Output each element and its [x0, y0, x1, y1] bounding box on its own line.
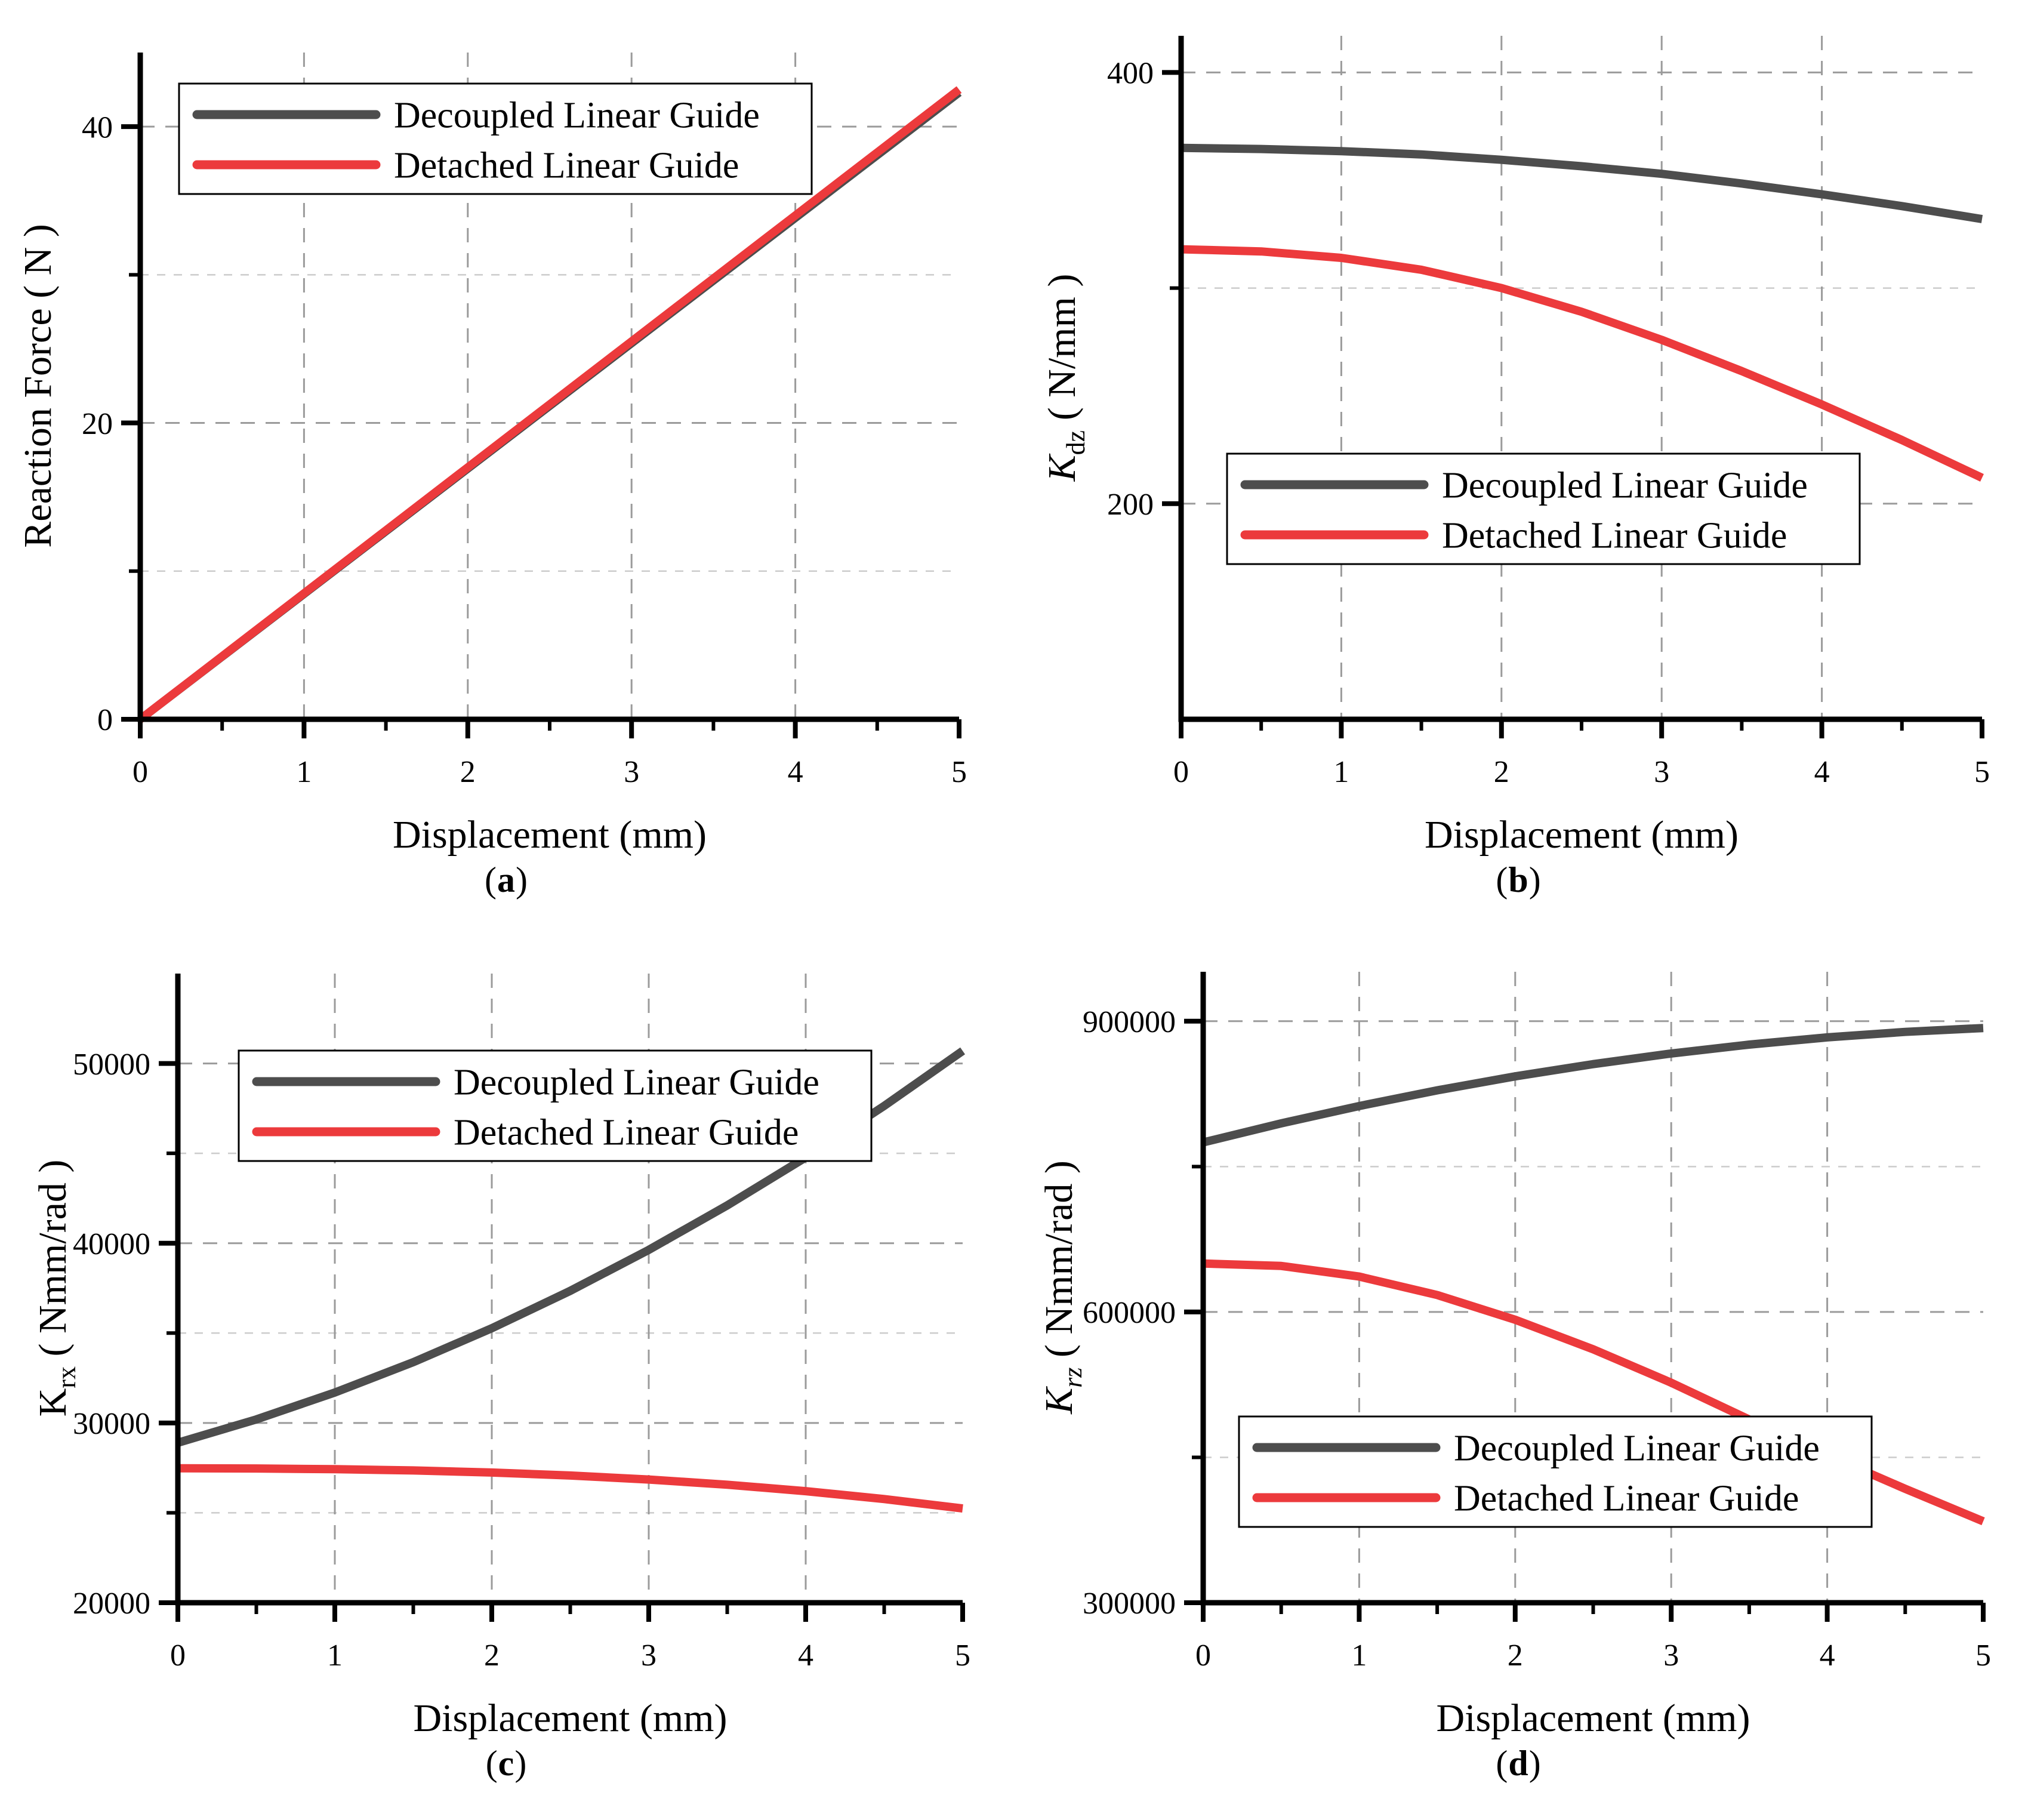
x-tick-label: 1 — [1333, 755, 1349, 789]
x-tick-label: 3 — [624, 755, 639, 789]
panel-d-chart: 0 1 2 3 4 5 300000 600000 900000 Displacement (mm… — [1037, 972, 1991, 1740]
y-tick-label: 30000 — [73, 1407, 150, 1441]
panel-a: 0 1 2 3 4 5 0 20 40 Displacement (mm) Reaction For… — [0, 0, 1013, 910]
x-tick-label: 2 — [1494, 755, 1509, 789]
legend-label: Decoupled Linear Guide — [454, 1063, 819, 1103]
panel-b: 0 1 2 3 4 5 200 400 Displacement (mm) Kdz ( N/mm … — [1012, 0, 2025, 910]
x-tick-label: 3 — [1654, 755, 1669, 789]
x-tick-label: 5 — [951, 755, 967, 789]
x-tick-label: 0 — [1195, 1639, 1211, 1673]
y-tick-label: 0 — [97, 703, 113, 737]
caption-c-letter: c — [498, 1744, 515, 1783]
caption-d-letter: d — [1508, 1744, 1529, 1783]
y-axis-title: Reaction Force ( N ) — [16, 224, 60, 547]
x-tick-label: 2 — [1508, 1639, 1523, 1673]
panel-a-chart: 0 1 2 3 4 5 0 20 40 Displacement (mm) Reaction For… — [16, 53, 967, 857]
x-tick-label: 4 — [798, 1639, 813, 1673]
x-axis-title: Displacement (mm) — [413, 1696, 727, 1740]
x-tick-label: 1 — [1351, 1639, 1367, 1673]
legend-label: Detached Linear Guide — [1454, 1479, 1799, 1519]
x-tick-label: 5 — [955, 1639, 970, 1673]
y-tick-label: 40 — [82, 110, 113, 144]
legend-label: Detached Linear Guide — [454, 1113, 799, 1153]
caption-b-letter: b — [1508, 860, 1529, 900]
caption-c: (c) — [0, 1743, 1013, 1784]
caption-c-open: ( — [485, 1744, 498, 1783]
caption-a-open: ( — [485, 860, 497, 900]
x-tick-label: 0 — [1173, 755, 1189, 789]
legend-label: Detached Linear Guide — [1442, 516, 1787, 556]
x-tick-label: 0 — [170, 1639, 186, 1673]
caption-a-letter: a — [497, 860, 516, 900]
caption-d-open: ( — [1496, 1744, 1509, 1783]
x-tick-label: 3 — [641, 1639, 656, 1673]
legend-box — [1238, 1415, 1873, 1528]
y-tick-label: 40000 — [73, 1227, 150, 1261]
x-axis-title: Displacement (mm) — [1436, 1696, 1750, 1740]
legend-label: Decoupled Linear Guide — [1454, 1428, 1820, 1469]
series-detached — [137, 86, 962, 723]
panel-c: 0 1 2 3 4 5 20000 30000 40000 50000 Displacement (… — [0, 910, 1013, 1820]
panel-d: 0 1 2 3 4 5 300000 600000 900000 Displacement (mm… — [1012, 910, 2025, 1820]
x-axis-title: Displacement (mm) — [1425, 813, 1739, 857]
legend-box — [178, 82, 813, 195]
y-tick-label: 600000 — [1083, 1296, 1176, 1330]
y-tick-label: 300000 — [1083, 1587, 1176, 1621]
y-tick-label: 400 — [1107, 57, 1154, 91]
series-detached — [1181, 245, 1984, 482]
caption-a: (a) — [0, 860, 1013, 901]
y-tick-label: 20 — [82, 407, 113, 441]
legend-label: Detached Linear Guide — [394, 146, 739, 186]
series-decoupled — [1181, 143, 1983, 223]
y-axis-title: Kdz ( N/mm ) — [1040, 274, 1090, 482]
x-tick-label: 2 — [484, 1639, 500, 1673]
panel-b-chart: 0 1 2 3 4 5 200 400 Displacement (mm) Kdz ( N/mm … — [1040, 36, 1990, 857]
x-tick-label: 5 — [1975, 1639, 1991, 1673]
x-tick-label: 4 — [1814, 755, 1830, 789]
x-tick-label: 0 — [132, 755, 148, 789]
series-decoupled — [1202, 1024, 1984, 1147]
caption-b-close: ) — [1528, 860, 1542, 900]
y-tick-label: 20000 — [73, 1587, 150, 1621]
caption-b: (b) — [1012, 860, 2025, 901]
legend-label: Decoupled Linear Guide — [394, 96, 760, 136]
caption-d-close: ) — [1528, 1744, 1542, 1783]
caption-a-close: ) — [516, 860, 528, 900]
x-tick-label: 1 — [327, 1639, 343, 1673]
y-axis-title: Krx ( Nmm/rad ) — [31, 1160, 81, 1417]
caption-c-close: ) — [514, 1744, 528, 1783]
legend-box — [238, 1049, 873, 1162]
x-axis-title: Displacement (mm) — [393, 813, 707, 857]
y-tick-label: 50000 — [73, 1048, 150, 1082]
x-tick-label: 4 — [1820, 1639, 1835, 1673]
panel-c-chart: 0 1 2 3 4 5 20000 30000 40000 50000 Displacement (… — [31, 974, 970, 1740]
caption-b-open: ( — [1496, 860, 1509, 900]
x-tick-label: 4 — [788, 755, 803, 789]
x-tick-label: 2 — [460, 755, 476, 789]
x-tick-label: 1 — [296, 755, 312, 789]
legend-box — [1226, 452, 1861, 565]
series-detached — [177, 1464, 963, 1513]
legend-label: Decoupled Linear Guide — [1442, 466, 1808, 506]
x-tick-label: 5 — [1974, 755, 1990, 789]
y-tick-label: 900000 — [1083, 1005, 1176, 1039]
y-tick-label: 200 — [1107, 488, 1154, 522]
x-tick-label: 3 — [1663, 1639, 1679, 1673]
caption-d: (d) — [1012, 1743, 2025, 1784]
y-axis-title: Krz ( Nmm/rad ) — [1037, 1160, 1087, 1415]
